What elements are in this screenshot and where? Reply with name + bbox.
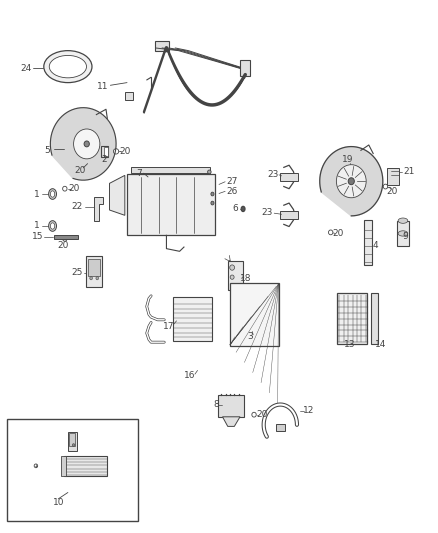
FancyBboxPatch shape (28, 434, 62, 444)
Bar (276, 424, 285, 431)
Bar (88, 259, 100, 276)
Ellipse shape (208, 170, 211, 174)
Ellipse shape (49, 189, 57, 199)
Polygon shape (320, 147, 383, 216)
Bar (101, 146, 108, 157)
Polygon shape (110, 175, 125, 215)
Text: 20: 20 (119, 147, 131, 156)
Bar (387, 168, 399, 185)
Bar (280, 211, 298, 219)
Text: 20: 20 (386, 187, 398, 196)
Ellipse shape (211, 192, 214, 196)
Ellipse shape (383, 184, 388, 189)
Ellipse shape (74, 129, 100, 159)
Text: 20: 20 (74, 166, 86, 175)
Ellipse shape (72, 443, 75, 446)
Bar (364, 220, 372, 265)
Bar (7, 419, 138, 521)
Bar (69, 433, 75, 446)
Ellipse shape (113, 149, 119, 154)
Polygon shape (94, 197, 103, 221)
Text: 21: 21 (403, 167, 414, 176)
Text: 2: 2 (102, 156, 107, 164)
Ellipse shape (336, 165, 366, 198)
Text: 19: 19 (342, 156, 353, 164)
Text: 8: 8 (213, 400, 219, 409)
Text: 6: 6 (233, 205, 239, 213)
Bar (104, 147, 108, 156)
Bar (173, 297, 212, 341)
Ellipse shape (328, 230, 333, 235)
Bar (230, 283, 279, 346)
Ellipse shape (96, 277, 99, 280)
Ellipse shape (63, 237, 67, 241)
Text: 13: 13 (344, 340, 355, 349)
Text: 10: 10 (53, 498, 64, 506)
Bar (53, 235, 78, 239)
Bar (371, 293, 378, 344)
Text: 5: 5 (44, 146, 50, 155)
Text: 1: 1 (34, 190, 40, 198)
Ellipse shape (90, 277, 92, 280)
Ellipse shape (50, 223, 55, 229)
Ellipse shape (398, 231, 408, 236)
Text: 26: 26 (226, 187, 238, 196)
Text: 7: 7 (136, 169, 142, 177)
Bar (131, 166, 210, 173)
Text: 18: 18 (240, 274, 251, 283)
Polygon shape (50, 108, 116, 180)
Ellipse shape (211, 201, 214, 205)
Text: 20: 20 (332, 229, 344, 238)
Text: 3: 3 (247, 333, 254, 341)
Text: 23: 23 (261, 208, 273, 217)
Bar (218, 395, 244, 417)
Ellipse shape (230, 275, 234, 279)
Ellipse shape (348, 178, 354, 184)
Text: 14: 14 (375, 340, 387, 349)
Text: 11: 11 (97, 82, 109, 91)
Ellipse shape (50, 191, 55, 197)
Text: 20: 20 (69, 184, 80, 193)
Text: 20: 20 (57, 241, 68, 249)
Text: 4: 4 (373, 241, 378, 249)
Ellipse shape (398, 218, 408, 223)
Bar (155, 41, 169, 51)
Bar (280, 173, 298, 181)
Text: 20: 20 (256, 410, 268, 419)
Bar (125, 92, 133, 100)
Bar (337, 293, 367, 344)
Ellipse shape (34, 464, 38, 468)
Text: 1: 1 (34, 222, 40, 230)
Text: 23: 23 (268, 170, 279, 179)
Text: 9: 9 (402, 232, 408, 241)
Bar (397, 221, 409, 246)
Ellipse shape (241, 206, 245, 212)
Text: 27: 27 (226, 177, 238, 185)
Text: 24: 24 (21, 64, 32, 72)
Ellipse shape (230, 265, 235, 270)
Text: 25: 25 (71, 269, 82, 277)
Bar (61, 456, 66, 476)
Text: 22: 22 (71, 203, 82, 211)
Bar (240, 60, 250, 76)
Ellipse shape (44, 51, 92, 83)
Text: 15: 15 (32, 232, 43, 241)
Ellipse shape (84, 141, 89, 147)
Bar (127, 174, 215, 236)
Text: 17: 17 (163, 322, 174, 330)
Text: 16: 16 (184, 371, 195, 379)
Ellipse shape (63, 187, 67, 191)
Ellipse shape (49, 221, 57, 231)
Polygon shape (223, 417, 240, 426)
Bar (64, 456, 107, 476)
Bar (86, 256, 102, 287)
Ellipse shape (252, 413, 256, 417)
Bar (228, 261, 244, 290)
Ellipse shape (49, 55, 86, 78)
Bar (68, 432, 77, 451)
Text: 12: 12 (303, 406, 314, 415)
